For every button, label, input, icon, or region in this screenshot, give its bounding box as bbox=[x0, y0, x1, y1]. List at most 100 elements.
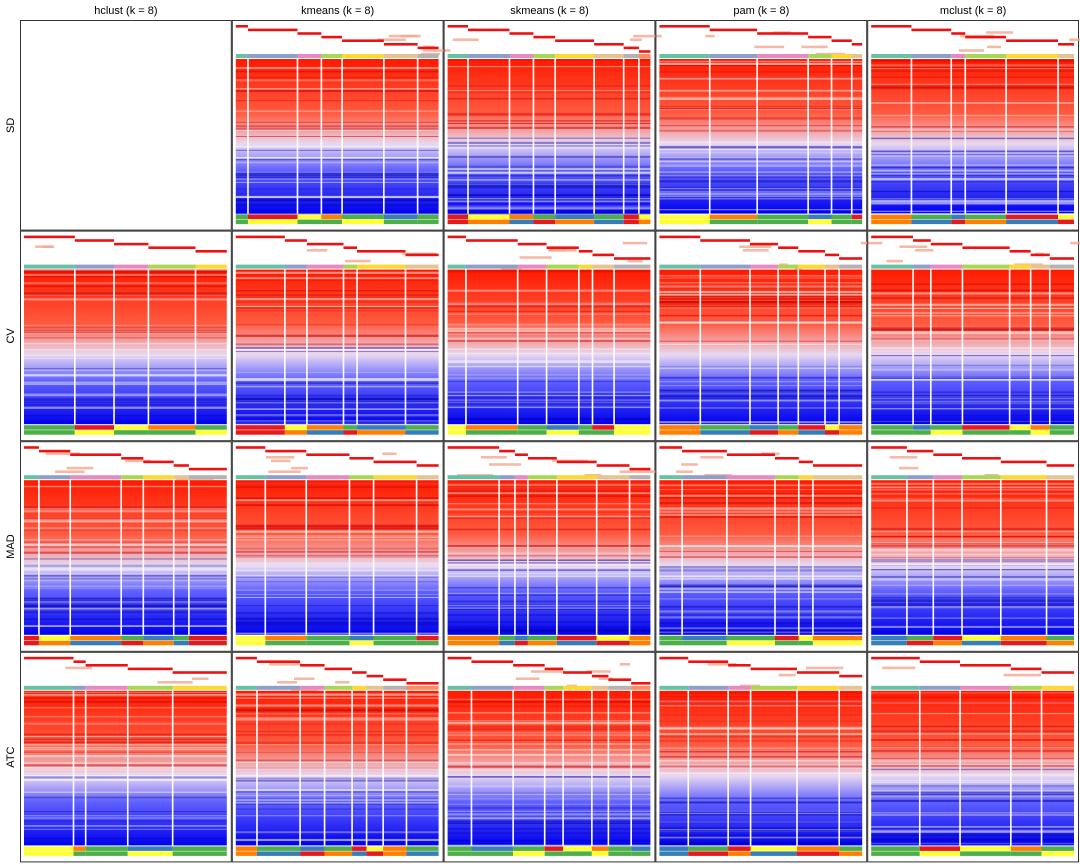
heatmap bbox=[447, 690, 651, 846]
heatmap-stripe bbox=[447, 205, 651, 207]
bottom-bar bbox=[471, 846, 514, 851]
cluster-gap bbox=[416, 59, 419, 214]
membership bbox=[382, 452, 397, 455]
class-bar bbox=[825, 264, 840, 269]
heatmap-stripe bbox=[871, 530, 1074, 533]
heatmap-stripe bbox=[871, 785, 1074, 787]
heatmap-stripe bbox=[235, 838, 439, 842]
class-bar bbox=[114, 264, 149, 269]
heatmap-stripe bbox=[659, 109, 863, 111]
cluster-gap bbox=[932, 480, 935, 635]
heatmap-stripe bbox=[871, 791, 1074, 794]
class-bar bbox=[85, 685, 128, 690]
heatmap-stripe bbox=[447, 331, 651, 334]
heatmap-stripe bbox=[871, 579, 1074, 581]
heatmap-stripe bbox=[871, 757, 1074, 759]
heatmap-stripe bbox=[447, 167, 651, 170]
heatmap-stripe bbox=[659, 494, 863, 497]
cluster-gap bbox=[812, 480, 814, 635]
heatmap-stripe bbox=[659, 545, 863, 547]
heatmap-stripe bbox=[235, 723, 439, 725]
bottom-bar bbox=[447, 635, 500, 641]
membership bbox=[517, 242, 547, 246]
class-bar bbox=[659, 475, 683, 480]
bottom-bar bbox=[682, 635, 727, 641]
heatmap-stripe bbox=[871, 415, 1074, 417]
heatmap-stripe bbox=[871, 781, 1074, 783]
cluster-gap bbox=[341, 59, 343, 214]
membership bbox=[46, 452, 80, 455]
heatmap-stripe bbox=[659, 274, 863, 277]
bottom-bar bbox=[517, 425, 547, 430]
membership bbox=[707, 663, 737, 666]
heatmap-stripe bbox=[235, 156, 439, 159]
membership bbox=[24, 656, 74, 660]
cluster-gap bbox=[382, 690, 384, 846]
class-bar bbox=[465, 264, 518, 269]
bottom-bar bbox=[919, 846, 961, 851]
bottom-bar bbox=[1030, 425, 1050, 430]
bottom-bar bbox=[839, 846, 863, 851]
heatmap-stripe bbox=[447, 564, 651, 566]
bottom-bar bbox=[623, 219, 639, 225]
heatmap-stripe bbox=[659, 64, 863, 67]
heatmap-stripe bbox=[447, 270, 651, 273]
class-bar bbox=[831, 54, 852, 58]
class-bar bbox=[306, 475, 350, 480]
membership bbox=[24, 235, 75, 239]
heatmap-stripe bbox=[659, 584, 863, 587]
heatmap-stripe bbox=[447, 405, 651, 409]
bottom-bar bbox=[591, 851, 609, 856]
heatmap-stripe bbox=[871, 598, 1074, 601]
heatmap-stripe bbox=[871, 312, 1074, 314]
heatmap-stripe bbox=[447, 592, 651, 595]
heatmap-stripe bbox=[871, 347, 1074, 350]
cluster-gap bbox=[630, 690, 632, 846]
membership bbox=[188, 467, 227, 471]
class-bar bbox=[659, 685, 689, 690]
heatmap-stripe bbox=[871, 617, 1074, 619]
membership bbox=[121, 457, 144, 460]
heatmap-stripe bbox=[447, 335, 651, 337]
heatmap-stripe bbox=[24, 796, 227, 799]
membership bbox=[54, 470, 85, 473]
heatmap-stripe bbox=[235, 277, 439, 280]
class-bar bbox=[951, 54, 966, 58]
heatmap bbox=[235, 269, 439, 425]
membership bbox=[913, 239, 931, 242]
membership bbox=[467, 28, 510, 32]
cluster-gap bbox=[296, 59, 299, 214]
cluster-gap bbox=[470, 690, 473, 846]
heatmap-stripe bbox=[24, 539, 227, 541]
heatmap-stripe bbox=[235, 632, 439, 635]
bottom-bar bbox=[85, 846, 128, 851]
bottom-bar bbox=[871, 430, 914, 435]
cluster-gap bbox=[850, 59, 853, 214]
heatmap-stripe bbox=[659, 98, 863, 100]
heatmap-stripe bbox=[871, 544, 1074, 547]
cluster-gap bbox=[545, 269, 548, 425]
heatmap-stripe bbox=[235, 181, 439, 183]
heatmap-stripe bbox=[235, 100, 439, 102]
bottom-bar bbox=[951, 219, 966, 225]
heatmap-stripe bbox=[447, 122, 651, 125]
class-bar bbox=[631, 685, 651, 690]
heatmap-stripe bbox=[24, 585, 227, 587]
bottom-bar bbox=[300, 846, 325, 851]
membership bbox=[297, 32, 322, 35]
panel bbox=[655, 20, 868, 231]
heatmap-stripe bbox=[871, 826, 1074, 829]
heatmap-stripe bbox=[659, 157, 863, 159]
heatmap bbox=[871, 59, 1074, 214]
heatmap-stripe bbox=[659, 726, 863, 729]
bottom-bar bbox=[933, 640, 963, 646]
bottom-bar bbox=[465, 425, 518, 430]
heatmap-stripe bbox=[235, 550, 439, 553]
membership bbox=[778, 673, 796, 677]
bottom-bar bbox=[265, 635, 307, 641]
membership bbox=[66, 466, 94, 470]
membership bbox=[447, 235, 466, 239]
heatmap-stripe bbox=[447, 545, 651, 548]
heatmap-stripe bbox=[447, 722, 651, 725]
heatmap-stripe bbox=[235, 554, 439, 556]
